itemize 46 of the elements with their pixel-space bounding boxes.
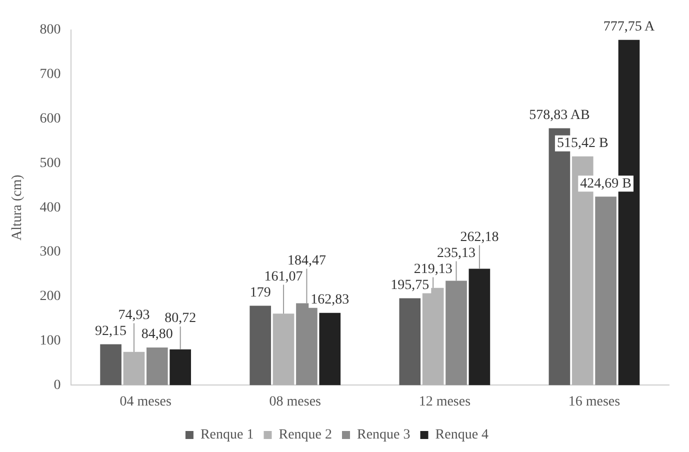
bar: [250, 306, 272, 386]
data-label: 80,72: [164, 311, 196, 326]
bar: [399, 298, 421, 386]
data-label: 195,75: [390, 278, 430, 293]
data-label: 84,80: [141, 327, 173, 342]
legend-label: Renque 1: [200, 428, 254, 443]
data-label: 219,13: [414, 262, 452, 277]
y-tick-label: 100: [40, 333, 61, 348]
legend-label: Renque 2: [278, 428, 332, 443]
y-tick-label: 400: [40, 200, 61, 216]
x-tick-label: 12 meses: [418, 394, 471, 410]
x-tick-label: 04 meses: [120, 394, 172, 410]
data-label: 161,07: [264, 269, 303, 284]
data-label: 184,47: [287, 253, 326, 268]
bar: [170, 349, 192, 386]
data-label: 777,75 A: [603, 20, 656, 35]
data-label: 262,18: [460, 230, 499, 245]
data-label: 424,69 B: [580, 176, 632, 192]
y-tick-label: 500: [40, 156, 61, 171]
y-tick-label: 300: [40, 244, 61, 260]
data-label: 74,93: [118, 308, 150, 323]
data-label: 515,42 B: [556, 136, 608, 152]
bar: [319, 312, 341, 386]
y-axis-title: Altura (cm): [10, 174, 26, 240]
bar: [272, 314, 294, 386]
bar: [468, 268, 490, 386]
y-tick-label: 700: [40, 67, 61, 82]
bar: [123, 352, 145, 386]
data-label: 179: [250, 285, 271, 300]
bar: [446, 280, 467, 386]
data-label: 235,13: [437, 246, 476, 261]
data-label: 578,83 AB: [529, 108, 590, 123]
y-tick-label: 600: [40, 111, 61, 126]
data-label: 92,15: [95, 324, 127, 339]
bar: [100, 344, 122, 386]
y-tick-label: 200: [40, 289, 61, 304]
y-tick-label: 800: [40, 22, 61, 38]
bar: [618, 40, 640, 386]
legend-label: Renque 3: [357, 428, 410, 443]
bar: [595, 196, 616, 386]
bar: [146, 348, 168, 386]
data-label: 162,83: [310, 292, 350, 308]
x-tick-label: 08 meses: [269, 394, 321, 410]
y-tick-label: 0: [54, 378, 61, 393]
x-tick-label: 16 meses: [568, 394, 620, 410]
legend-label: Renque 4: [435, 428, 489, 443]
